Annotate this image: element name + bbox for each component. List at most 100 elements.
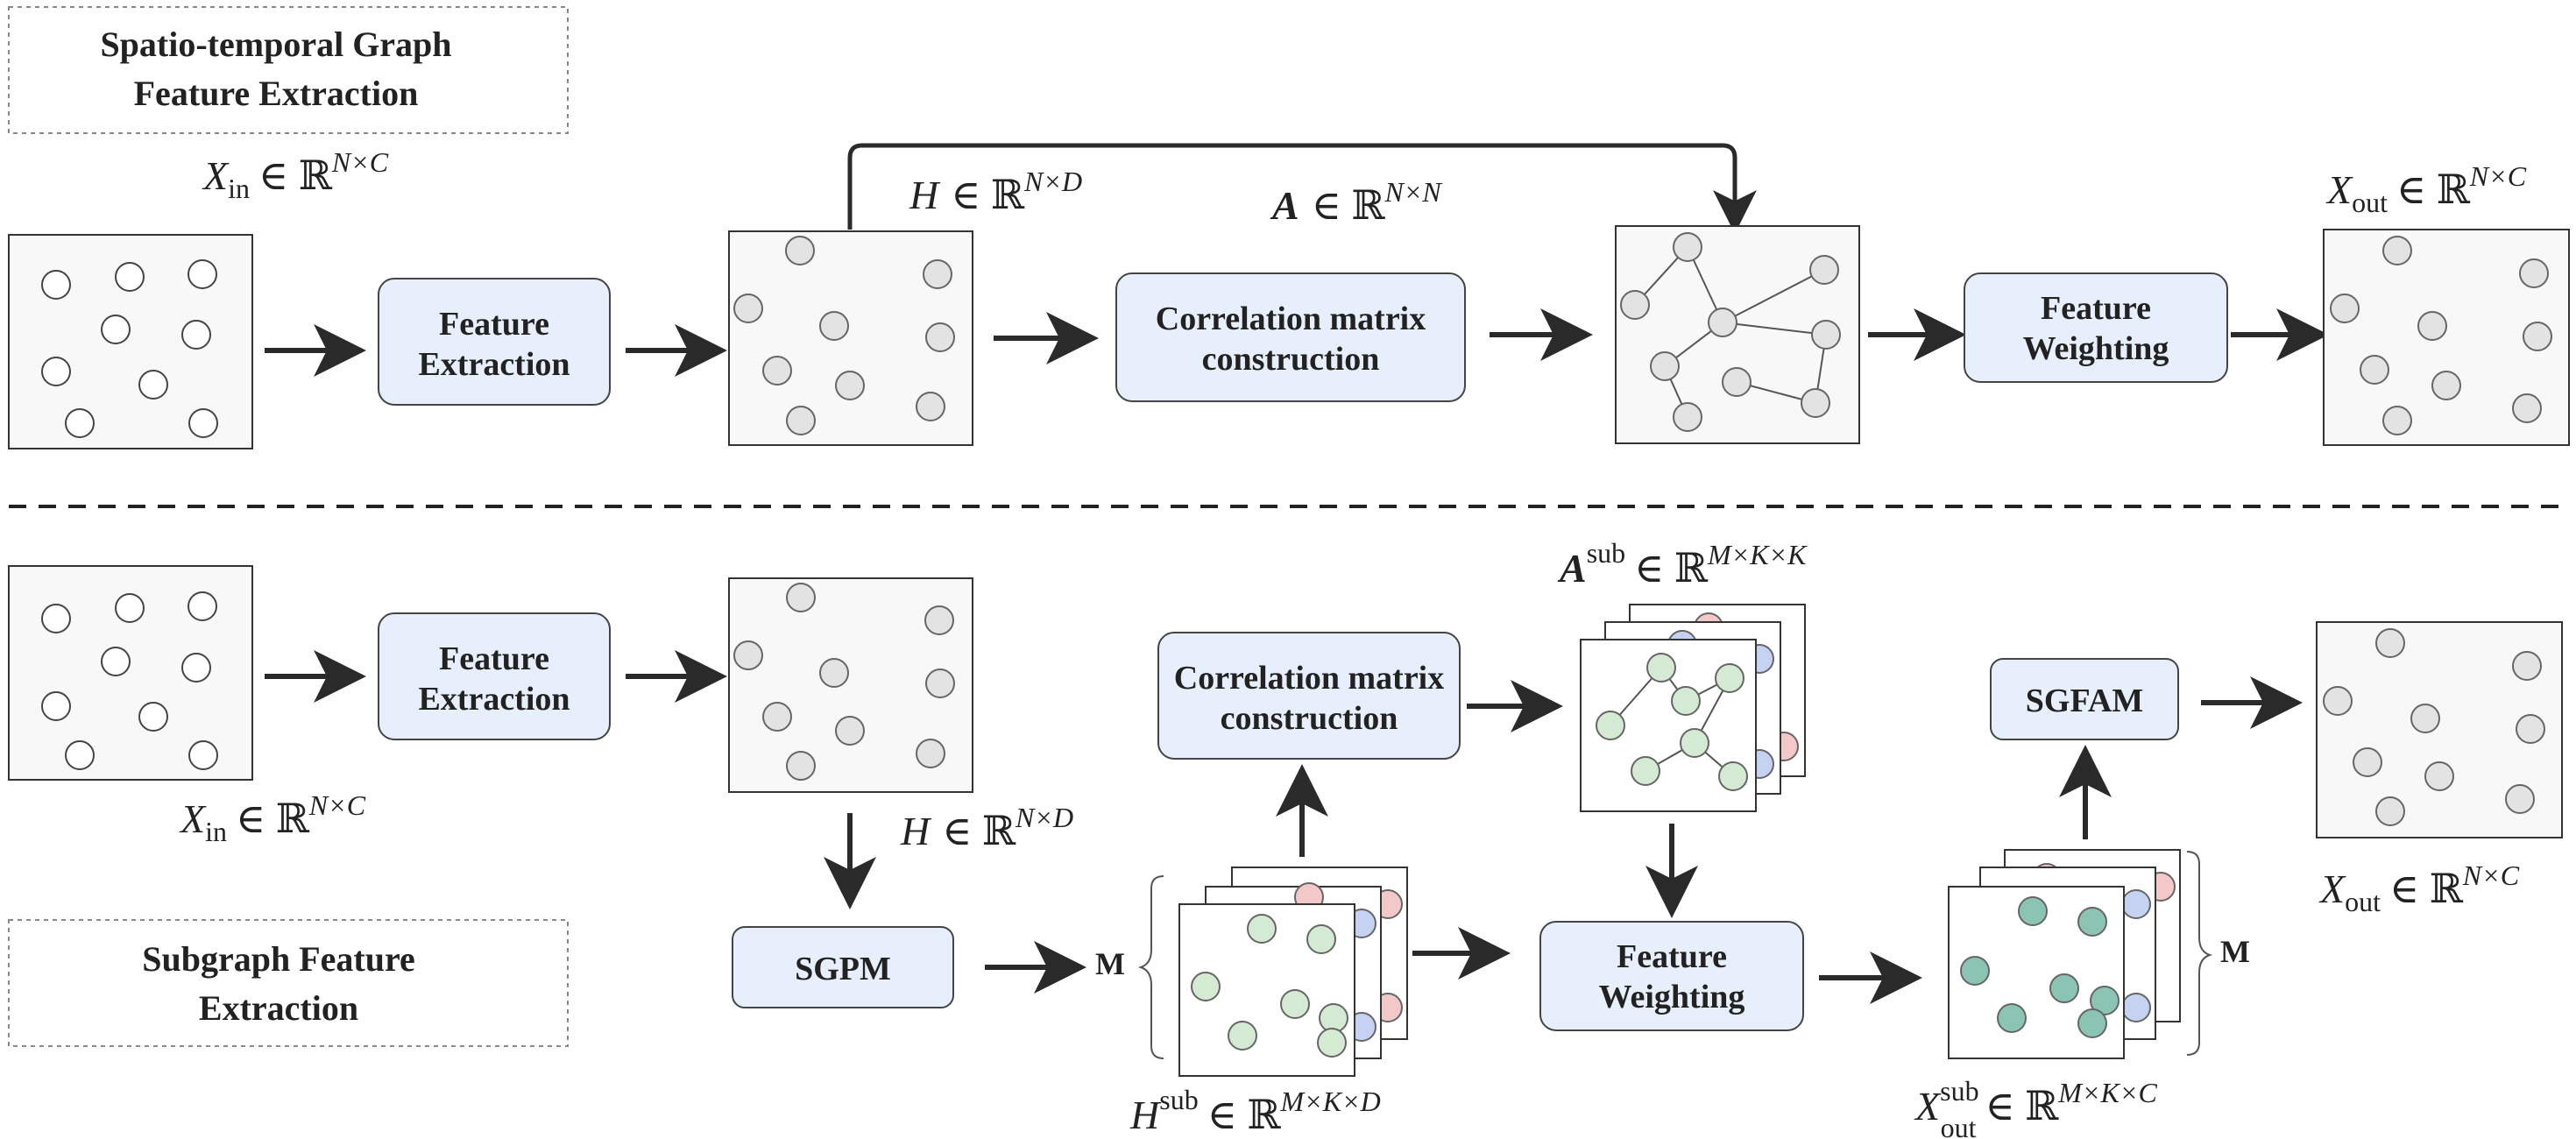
bottom-correlation-box xyxy=(1157,632,1461,760)
bottom-h-panel xyxy=(728,577,973,793)
node xyxy=(1650,351,1680,381)
node xyxy=(2077,907,2107,937)
bottom-output-panel xyxy=(2316,621,2563,838)
node xyxy=(65,740,95,770)
h-sub-label: Hsub ∈ ℝM×K×D xyxy=(1129,1084,1381,1137)
node xyxy=(1715,663,1744,693)
node xyxy=(41,604,71,633)
node xyxy=(115,262,145,292)
bottom-feature-extraction-line1: Feature xyxy=(439,640,549,677)
node xyxy=(2523,322,2552,351)
node xyxy=(733,294,763,323)
node xyxy=(1811,320,1841,350)
node xyxy=(1596,711,1625,740)
top-correlation-box xyxy=(1115,272,1466,402)
bottom-feature-extraction-box xyxy=(378,612,611,740)
a-sub-stack xyxy=(1580,604,1806,812)
node xyxy=(2323,686,2353,716)
node xyxy=(1960,956,1990,986)
node xyxy=(2090,986,2120,1015)
node xyxy=(1997,1003,2027,1033)
top-graph-panel xyxy=(1615,225,1860,444)
node xyxy=(1801,388,1830,418)
top-feature-extraction-line2: Extraction xyxy=(418,346,570,383)
node xyxy=(786,751,816,781)
a-sub-label: Asub ∈ ℝM×K×K xyxy=(1557,537,1808,591)
node xyxy=(1722,367,1752,397)
node xyxy=(2360,355,2389,385)
bottom-feature-extraction-line2: Extraction xyxy=(418,681,570,718)
node xyxy=(2382,406,2412,435)
node xyxy=(188,259,217,289)
node xyxy=(2353,747,2382,777)
node xyxy=(835,716,865,746)
node xyxy=(762,356,792,386)
node xyxy=(2519,258,2549,288)
sgfam-label: SGFAM xyxy=(2026,683,2143,719)
node xyxy=(41,270,71,300)
node xyxy=(101,315,131,344)
node xyxy=(41,357,71,386)
x-out-sub-stack xyxy=(1948,849,2181,1059)
node xyxy=(2018,896,2048,926)
top-title-box xyxy=(8,6,569,134)
node xyxy=(41,691,71,721)
node xyxy=(188,740,218,770)
node xyxy=(916,392,945,421)
node xyxy=(2424,761,2454,791)
brace-right xyxy=(2186,851,2213,1056)
m-label-right: M xyxy=(2220,934,2250,969)
node xyxy=(2375,796,2405,826)
node xyxy=(1228,1021,1257,1051)
top-feature-extraction-box xyxy=(378,278,611,406)
node xyxy=(2431,371,2461,400)
top-title-line2: Feature Extraction xyxy=(134,74,419,113)
node xyxy=(1631,756,1660,786)
bottom-feature-weighting-line2: Weighting xyxy=(1599,979,1745,1015)
top-correlation-line2: construction xyxy=(1202,341,1380,378)
node xyxy=(65,408,95,438)
bottom-h-label: H ∈ ℝN×D xyxy=(900,802,1073,853)
node xyxy=(1317,1028,1347,1058)
sgpm-box xyxy=(732,926,954,1008)
top-a-label: A ∈ ℝN×N xyxy=(1270,176,1442,228)
node xyxy=(1646,653,1676,683)
sgpm-label: SGPM xyxy=(795,951,891,987)
m-label-left: M xyxy=(1095,946,1125,981)
node xyxy=(2410,704,2440,733)
node xyxy=(786,583,816,612)
node xyxy=(181,653,211,683)
top-input-panel xyxy=(8,234,253,449)
bottom-correlation-line2: construction xyxy=(1221,700,1398,737)
x-out-sub-label: Xsub out ∈ ℝM×K×C xyxy=(1914,1075,2157,1139)
skip-connection-arrow xyxy=(847,143,1757,234)
node xyxy=(138,370,168,400)
node xyxy=(1673,402,1702,432)
node xyxy=(1620,290,1650,320)
bottom-feature-weighting-line1: Feature xyxy=(1617,938,1727,975)
node xyxy=(1809,255,1839,285)
top-feature-extraction-line1: Feature xyxy=(439,306,549,343)
node xyxy=(2505,784,2535,814)
node xyxy=(916,739,945,768)
node xyxy=(101,647,131,676)
top-correlation-line1: Correlation matrix xyxy=(1156,301,1426,337)
bottom-input-panel xyxy=(8,565,253,781)
node xyxy=(924,605,954,635)
node xyxy=(1306,924,1336,954)
node xyxy=(786,406,816,435)
node xyxy=(925,669,955,698)
node xyxy=(2330,294,2360,323)
top-h-label: H ∈ ℝN×D xyxy=(909,166,1082,217)
brace-left xyxy=(1137,875,1164,1059)
node xyxy=(925,322,955,352)
node xyxy=(785,236,815,265)
node xyxy=(1680,728,1709,758)
node xyxy=(188,408,218,438)
bottom-title-line2: Extraction xyxy=(199,988,358,1028)
top-feature-weighting-line1: Feature xyxy=(2041,290,2151,327)
node xyxy=(188,591,217,621)
node xyxy=(762,702,792,732)
top-output-panel xyxy=(2323,229,2570,446)
node xyxy=(2512,651,2542,681)
